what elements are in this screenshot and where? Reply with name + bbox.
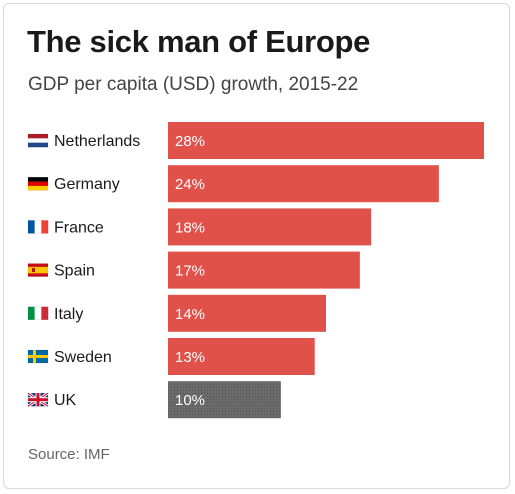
data-label-netherlands: 28% xyxy=(175,133,205,150)
germany-flag-icon xyxy=(27,176,49,191)
spain-flag-icon xyxy=(27,263,49,277)
category-label-france: France xyxy=(54,219,104,236)
chart-subtitle: GDP per capita (USD) growth, 2015-22 xyxy=(28,74,359,95)
category-label-italy: Italy xyxy=(54,306,83,323)
france-flag-icon xyxy=(27,220,49,234)
bar-france xyxy=(168,208,372,246)
category-label-netherlands: Netherlands xyxy=(54,133,140,150)
bar-row-spain: 17% Spain xyxy=(27,251,360,289)
data-label-france: 18% xyxy=(175,219,205,236)
data-label-italy: 14% xyxy=(175,306,205,323)
bar-italy xyxy=(168,294,326,332)
bar-uk xyxy=(168,381,281,419)
bar-netherlands xyxy=(168,122,484,159)
data-label-spain: 17% xyxy=(175,263,205,280)
bar-row-germany: 24% Germany xyxy=(27,165,439,203)
bar-row-italy: 14% Italy xyxy=(27,294,326,332)
category-label-germany: Germany xyxy=(54,176,120,193)
data-label-uk: 10% xyxy=(175,392,205,409)
bar-sweden xyxy=(168,338,315,375)
bar-row-france: 18% France xyxy=(27,208,372,246)
category-label-uk: UK xyxy=(54,392,77,409)
bar-germany xyxy=(168,165,439,203)
uk-flag-icon xyxy=(27,391,49,408)
italy-flag-icon xyxy=(27,306,49,321)
data-label-sweden: 13% xyxy=(175,349,205,366)
data-label-germany: 24% xyxy=(175,176,205,193)
bar-row-sweden: 13% Sweden xyxy=(27,338,315,375)
category-label-spain: Spain xyxy=(54,263,95,280)
bar-row-netherlands: 28% Netherlands xyxy=(27,122,484,159)
bar-spain xyxy=(168,251,360,289)
sweden-flag-icon xyxy=(27,349,49,364)
chart-title: The sick man of Europe xyxy=(27,24,371,59)
category-label-sweden: Sweden xyxy=(54,349,112,366)
netherlands-flag-icon xyxy=(27,133,49,148)
chart-card xyxy=(3,3,510,489)
source-note: Source: IMF xyxy=(28,446,110,463)
bar-row-uk: 10% UK xyxy=(27,381,281,419)
